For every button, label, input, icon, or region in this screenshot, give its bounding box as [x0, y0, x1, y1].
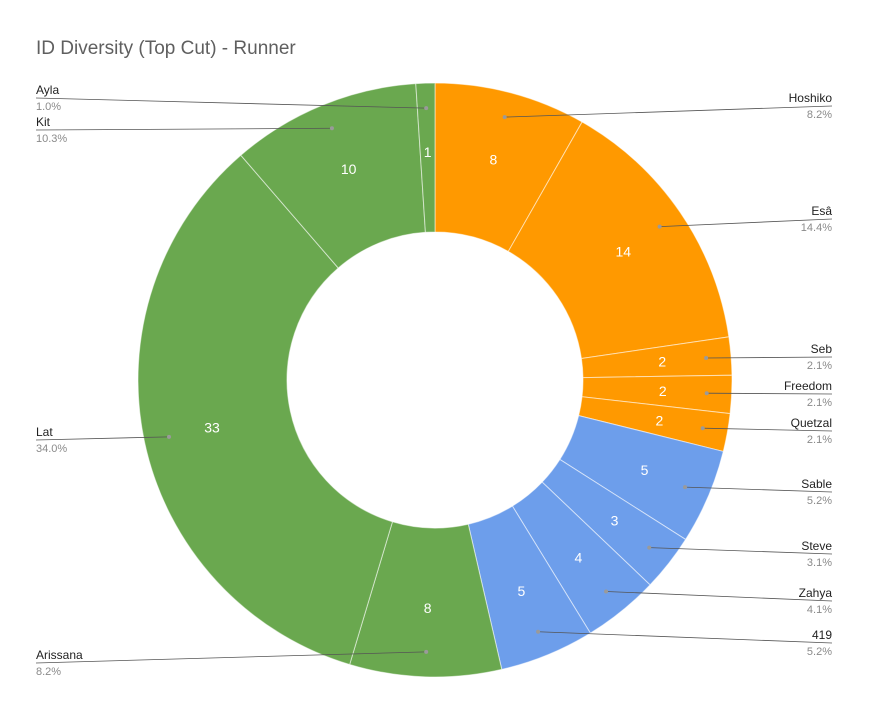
slice-value-419: 5	[517, 583, 525, 599]
legend-percent-freedom: 2.1%	[807, 397, 832, 409]
leader-line-sable	[684, 486, 833, 493]
slice-value-quetzal: 2	[655, 412, 663, 428]
slice-lat	[137, 154, 394, 666]
leader-line-zahya	[606, 591, 833, 602]
leader-line-kit	[35, 127, 332, 131]
slice-value-seb: 2	[658, 354, 666, 370]
leader-line-419	[538, 631, 833, 644]
legend-name-kit: Kit	[36, 115, 51, 129]
leader-dot-lat	[167, 434, 172, 439]
legend-name-ayla: Ayla	[36, 83, 59, 97]
leader-dot-kit	[329, 126, 334, 131]
leader-dot-ayla	[424, 106, 429, 111]
legend-percent-es: 14.4%	[801, 222, 832, 234]
legend-percent-quetzal: 2.1%	[807, 434, 832, 446]
chart-title: ID Diversity (Top Cut) - Runner	[36, 38, 296, 59]
legend-percent-kit: 10.3%	[36, 133, 67, 145]
slice-labels-group: 8 14 2 2 2 5 3 4 5 8 33 10 1	[204, 144, 667, 616]
legend-percent-arissana: 8.2%	[36, 666, 61, 678]
leader-line-quetzal	[702, 427, 833, 432]
legend-name-arissana: Arissana	[36, 648, 83, 662]
legend-name-zahya: Zahya	[799, 586, 833, 600]
leader-line-es	[659, 218, 833, 228]
leader-dot-quetzal	[700, 426, 705, 431]
leader-dot-zahya	[604, 589, 609, 594]
leader-line-freedom	[706, 392, 833, 395]
leader-dot-seb	[704, 356, 709, 361]
leader-line-arissana	[35, 651, 427, 664]
legend-percent-steve: 3.1%	[807, 557, 832, 569]
legend-percent-lat: 34.0%	[36, 443, 67, 455]
slice-value-freedom: 2	[659, 383, 667, 399]
slice-es	[507, 121, 730, 360]
slices-group	[137, 82, 733, 678]
legend-percent-ayla: 1.0%	[36, 101, 61, 113]
leader-line-ayla	[35, 97, 427, 109]
slice-value-ayla: 1	[424, 144, 432, 160]
legend-group: Hoshiko 8.2% Esâ 14.4% Seb 2.1% Freedom 2.1% Que…	[35, 83, 833, 678]
slice-value-hoshiko: 8	[490, 152, 498, 168]
legend-percent-zahya: 4.1%	[807, 604, 832, 616]
leader-line-steve	[649, 547, 833, 555]
legend-name-freedom: Freedom	[784, 379, 832, 393]
leader-dot-freedom	[704, 391, 709, 396]
slice-value-sable: 5	[641, 462, 649, 478]
legend-percent-hoshiko: 8.2%	[807, 109, 832, 121]
legend-name-es: Esâ	[811, 204, 832, 218]
legend-name-hoshiko: Hoshiko	[789, 91, 833, 105]
legend-percent-seb: 2.1%	[807, 360, 832, 372]
legend-percent-419: 5.2%	[807, 646, 832, 658]
slice-value-lat: 33	[204, 420, 220, 436]
leader-line-seb	[706, 356, 833, 359]
slice-value-es: 14	[615, 243, 631, 259]
slice-value-arissana: 8	[424, 600, 432, 616]
legend-name-steve: Steve	[801, 539, 832, 553]
leader-dot-419	[536, 629, 541, 634]
legend-name-419: 419	[812, 628, 832, 642]
legend-name-lat: Lat	[36, 425, 53, 439]
leader-dot-steve	[647, 545, 652, 550]
leader-line-lat	[35, 436, 170, 441]
leader-dot-sable	[683, 485, 688, 490]
legend-name-seb: Seb	[811, 342, 833, 356]
leader-dot-hoshiko	[502, 115, 507, 120]
leader-line-hoshiko	[504, 105, 833, 118]
slice-value-kit: 10	[341, 161, 357, 177]
legend-percent-sable: 5.2%	[807, 495, 832, 507]
legend-name-sable: Sable	[801, 477, 832, 491]
slice-ayla	[415, 82, 436, 233]
slice-value-steve: 3	[611, 513, 619, 529]
leader-dot-arissana	[424, 649, 429, 654]
leader-dot-es	[657, 224, 662, 229]
legend-name-quetzal: Quetzal	[791, 416, 832, 430]
slice-value-zahya: 4	[574, 549, 582, 565]
